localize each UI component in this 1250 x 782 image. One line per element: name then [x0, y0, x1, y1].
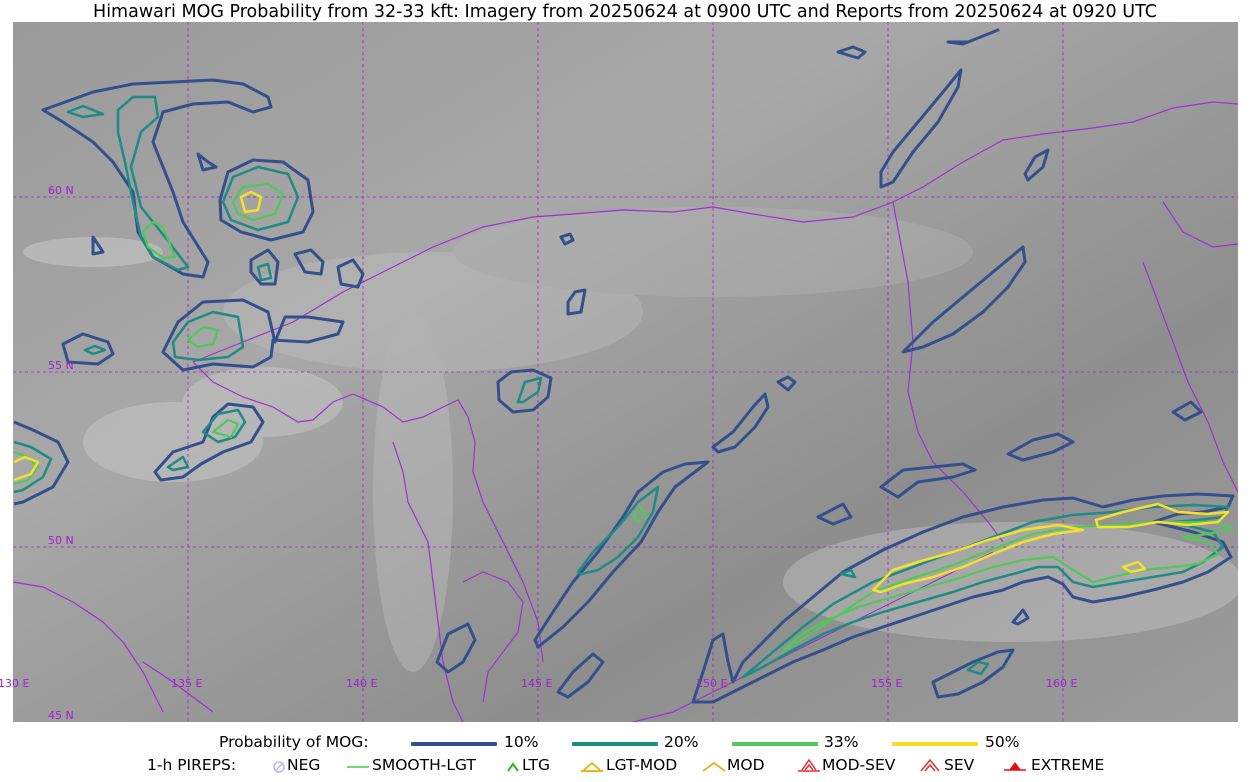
- pirep-label-lgt-mod: LGT-MOD: [606, 756, 678, 774]
- pirep-legend-title: 1-h PIREPS:: [147, 756, 237, 774]
- legend-label-33-percent: 33%: [824, 733, 859, 751]
- swatch-33-percent: [732, 742, 818, 746]
- swatch-20-percent: [572, 742, 658, 746]
- lon-label-130: 130 E: [0, 677, 30, 690]
- caret-bar-icon: [581, 761, 603, 772]
- swatch-50-percent: [892, 742, 978, 746]
- lon-label-145: 145 E: [521, 677, 553, 690]
- double-caret-bar-icon: [798, 758, 820, 772]
- contours-33-percent: [13, 182, 1235, 654]
- pirep-label-neg: NEG: [287, 756, 321, 774]
- contours-10-percent: [13, 28, 1235, 704]
- filled-caret-icon: [1004, 762, 1026, 771]
- lon-label-150: 150 E: [696, 677, 728, 690]
- pirep-label-smooth-lgt: SMOOTH-LGT: [372, 756, 476, 774]
- caret-icon: [507, 762, 519, 772]
- map-title: Himawari MOG Probability from 32-33 kft:…: [93, 2, 1157, 22]
- probability-legend-title: Probability of MOG:: [219, 733, 369, 751]
- lat-label-50: 50 N: [48, 534, 74, 547]
- pirep-label-mod: MOD: [727, 756, 765, 774]
- lat-label-60: 60 N: [48, 184, 74, 197]
- double-caret-icon: [920, 758, 940, 772]
- pirep-label-mod-sev: MOD-SEV: [822, 756, 896, 774]
- lon-label-155: 155 E: [871, 677, 903, 690]
- legend-label-10-percent: 10%: [504, 733, 539, 751]
- neg-symbol-icon: [273, 761, 285, 773]
- lon-label-140: 140 E: [346, 677, 378, 690]
- satellite-map: [13, 22, 1238, 722]
- pirep-label-extreme: EXTREME: [1031, 756, 1105, 774]
- caret-icon: [702, 761, 726, 772]
- lat-lon-grid: [13, 22, 1238, 722]
- lat-label-45: 45 N: [48, 709, 74, 722]
- lon-label-135: 135 E: [171, 677, 203, 690]
- contours-50-percent: [13, 190, 1230, 594]
- pirep-label-sev: SEV: [944, 756, 975, 774]
- swatch-10-percent: [411, 742, 497, 746]
- lat-label-55: 55 N: [48, 359, 74, 372]
- line-icon: [347, 766, 369, 768]
- legend-label-20-percent: 20%: [664, 733, 699, 751]
- pirep-label-ltg: LTG: [522, 756, 550, 774]
- lon-label-160: 160 E: [1046, 677, 1078, 690]
- legend-label-50-percent: 50%: [985, 733, 1020, 751]
